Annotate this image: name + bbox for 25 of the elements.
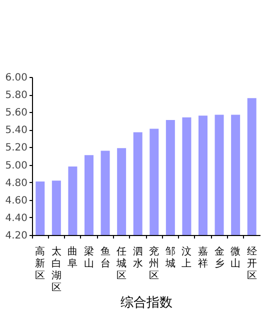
y-tick-label: 5.40	[5, 125, 28, 136]
x-axis-title: 综合指数	[120, 296, 172, 310]
x-tick-label: 鱼台	[100, 246, 110, 270]
y-tick-label: 5.80	[5, 90, 28, 102]
x-tick-label: 泗水	[132, 246, 143, 270]
x-tick-label: 经开区	[246, 246, 257, 282]
y-tick-label: 4.80	[5, 178, 28, 189]
x-tick-label: 曲阜	[68, 246, 78, 270]
x-tick-label: 嘉祥	[198, 246, 208, 270]
x-tick-label: 高新区	[35, 246, 46, 282]
x-tick-label: 微山	[230, 246, 241, 270]
x-tick-label: 梁山	[84, 246, 94, 270]
x-tick-label: 邹城	[164, 246, 176, 270]
y-tick-label: 4.20	[5, 230, 28, 242]
x-tick-label: 汶上	[182, 246, 192, 270]
x-tick-label: 金乡	[214, 246, 224, 270]
x-tick-label: 兖州区	[149, 246, 160, 282]
x-tick-label: 任城区	[116, 246, 127, 282]
x-tick-label: 太白湖区	[51, 246, 62, 294]
y-tick-label: 5.20	[5, 142, 28, 154]
y-tick-label: 5.60	[5, 108, 28, 119]
y-tick-label: 6.00	[5, 72, 28, 84]
y-tick-label: 5.00	[5, 160, 28, 172]
y-tick-label: 4.40	[5, 212, 28, 224]
y-tick-label: 4.60	[5, 195, 28, 206]
